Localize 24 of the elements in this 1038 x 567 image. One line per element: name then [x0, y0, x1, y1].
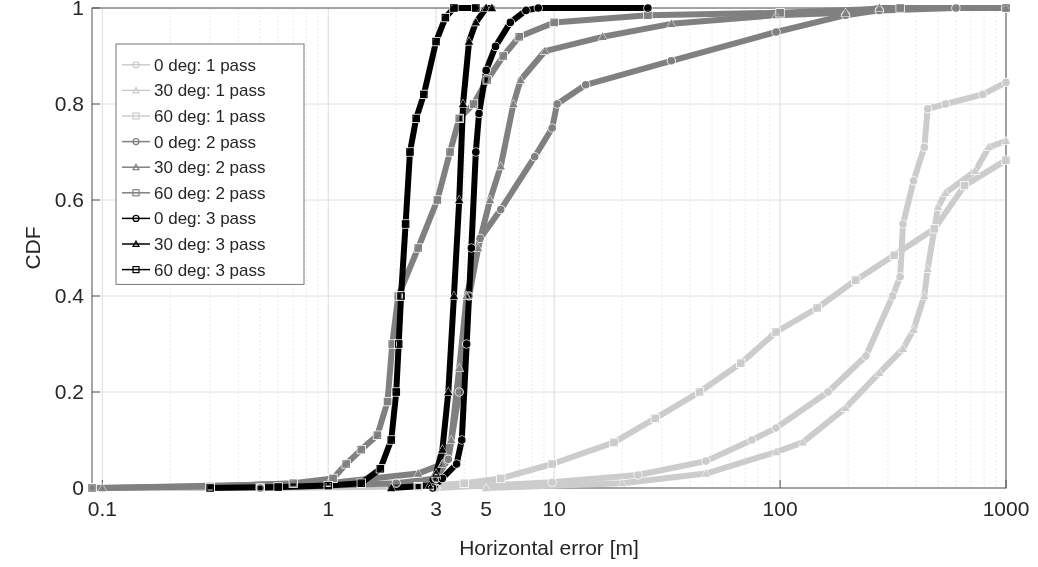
x-axis-title: Horizontal error [m]: [459, 536, 639, 559]
legend-label: 0 deg: 2 pass: [154, 132, 257, 152]
x-tick-label: 1: [322, 497, 335, 520]
x-tick-label: 1000: [982, 497, 1030, 520]
y-tick-label: 0.2: [54, 380, 84, 404]
legend-label: 60 deg: 2 pass: [154, 183, 266, 203]
legend-label: 60 deg: 3 pass: [154, 260, 266, 280]
legend-label: 60 deg: 1 pass: [154, 106, 266, 126]
y-tick-label: 0: [72, 476, 84, 500]
x-tick-label: 0.1: [87, 497, 117, 520]
y-tick-label: 0.4: [54, 284, 85, 308]
x-tick-label: 100: [762, 497, 798, 520]
legend-label: 0 deg: 1 pass: [154, 55, 257, 75]
legend-label: 0 deg: 3 pass: [154, 209, 257, 229]
legend-label: 30 deg: 1 pass: [154, 81, 266, 101]
legend-label: 30 deg: 2 pass: [154, 158, 266, 178]
y-tick-label: 1: [72, 0, 84, 20]
y-axis-title: CDF: [21, 226, 44, 270]
x-tick-label: 3: [430, 497, 442, 520]
y-tick-label: 0.8: [54, 92, 84, 116]
x-tick-label: 5: [480, 497, 493, 520]
y-tick-label: 0.6: [54, 188, 84, 212]
legend-label: 30 deg: 3 pass: [154, 234, 266, 254]
x-tick-label: 10: [542, 497, 566, 520]
